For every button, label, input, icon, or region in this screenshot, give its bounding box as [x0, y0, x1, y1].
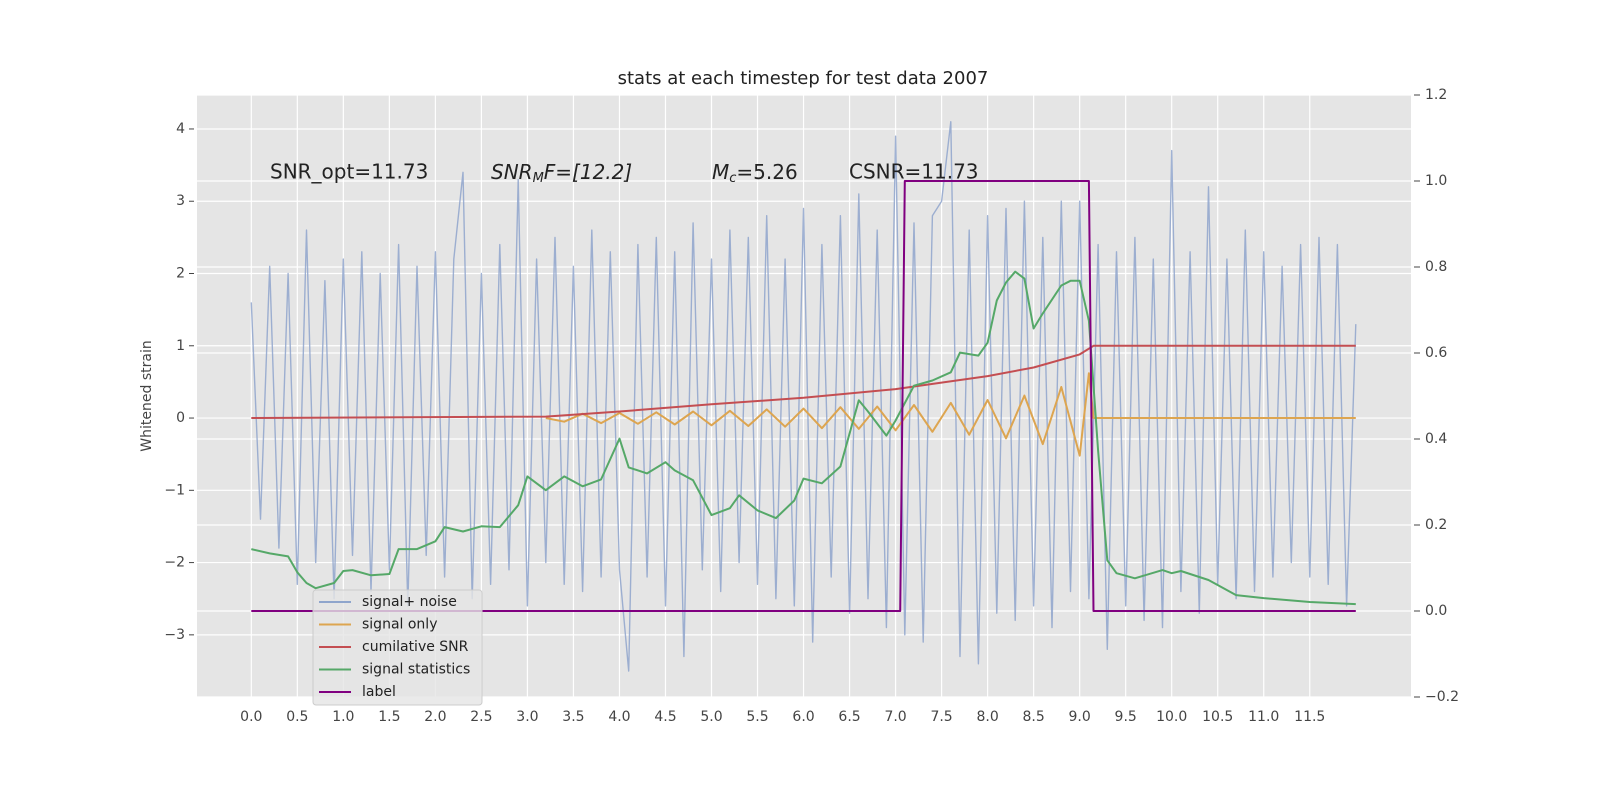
annotation: SNRMF=[12.2]: [491, 160, 632, 186]
legend-box: [312, 589, 483, 706]
y-axis-label: Whitened strain: [139, 340, 155, 451]
legend-label: signal only: [362, 617, 437, 633]
legend-label: signal+ noise: [362, 594, 457, 610]
x-tick-label: 8.0: [976, 709, 998, 725]
legend-label: cumilative SNR: [362, 639, 469, 655]
y2-tick-label: 0.8: [1425, 259, 1447, 275]
x-tick-label: 2.0: [424, 709, 446, 725]
x-tick-label: 5.5: [746, 709, 768, 725]
series-line: [250, 121, 1357, 672]
x-tick-label: 8.5: [1023, 709, 1045, 725]
x-tick-label: 11.5: [1294, 709, 1325, 725]
y-tick-label: −3: [164, 627, 185, 643]
x-tick-label: 4.5: [654, 709, 676, 725]
x-tick-label: 9.0: [1069, 709, 1091, 725]
series-line: [251, 270, 1356, 606]
y-tick-label: 1: [176, 338, 185, 354]
x-tick-label: 7.0: [884, 709, 906, 725]
annotation-part: M: [533, 171, 544, 186]
y-tick-label: 3: [176, 193, 185, 209]
y2-tick-label: 1.0: [1425, 173, 1447, 189]
x-tick-label: 4.0: [608, 709, 630, 725]
y2-tick-label: 0.0: [1425, 603, 1447, 619]
x-tick-label: 6.5: [838, 709, 860, 725]
series-line: [545, 372, 1356, 457]
y2-tick-label: 0.2: [1425, 517, 1447, 533]
x-tick-label: 10.0: [1156, 709, 1187, 725]
x-tick-label: 11.0: [1248, 709, 1279, 725]
y2-tick-label: 0.6: [1425, 345, 1447, 361]
x-tick-label: 3.5: [562, 709, 584, 725]
y-tick-label: −2: [164, 555, 185, 571]
y-tick-label: −1: [164, 482, 185, 498]
legend: signal+ noise signal only cumilative SNR si…: [312, 589, 483, 706]
legend-label: signal statistics: [362, 662, 470, 678]
chart-title: stats at each timestep for test data 200…: [618, 68, 989, 89]
x-tick-label: 6.0: [792, 709, 814, 725]
series-line: [251, 180, 1356, 612]
y2-tick-label: 0.4: [1425, 431, 1447, 447]
annotation: Mc=5.26: [712, 160, 798, 186]
x-tick-label: 7.5: [930, 709, 952, 725]
x-tick-label: 5.0: [700, 709, 722, 725]
x-tick-label: 0.5: [286, 709, 308, 725]
annotation-part: F=[12.2]: [544, 160, 632, 184]
y-tick-label: 0: [176, 410, 185, 426]
legend-label: label: [362, 684, 396, 700]
x-tick-label: 1.0: [332, 709, 354, 725]
x-tick-label: 3.0: [516, 709, 538, 725]
x-tick-label: 9.5: [1115, 709, 1137, 725]
marks: [250, 121, 1357, 672]
y-tick-label: 2: [176, 266, 185, 282]
y2-tick-label: 1.2: [1425, 87, 1447, 103]
annotation-part: M: [712, 160, 729, 184]
y2-tick-label: −0.2: [1425, 689, 1459, 705]
annotation: CSNR=11.73: [849, 160, 979, 184]
annotation-part: =5.26: [736, 160, 797, 184]
series-line: [251, 344, 1356, 419]
annotation-part: SNR: [491, 160, 533, 184]
annotation: SNR_opt=11.73: [270, 160, 428, 184]
x-tick-label: 1.5: [378, 709, 400, 725]
x-tick-label: 0.0: [240, 709, 262, 725]
y-tick-label: 4: [176, 121, 185, 137]
x-tick-label: 2.5: [470, 709, 492, 725]
x-tick-label: 10.5: [1202, 709, 1233, 725]
annotation-part: c: [729, 171, 736, 186]
